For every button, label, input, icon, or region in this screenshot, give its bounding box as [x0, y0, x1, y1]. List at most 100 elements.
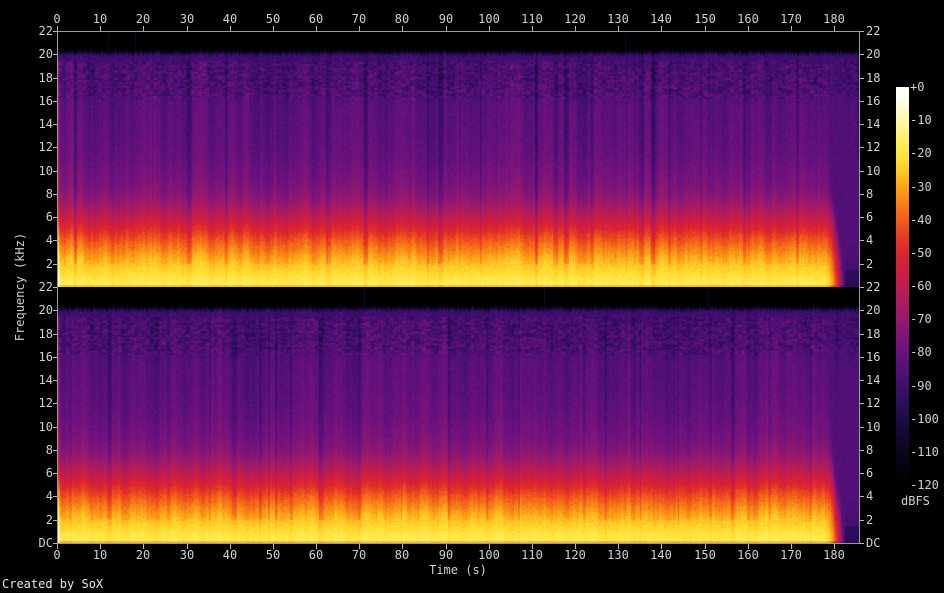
colorbar-tick-label: -20: [910, 146, 932, 160]
left-axis-line: [57, 31, 58, 544]
freq-tick-left: [53, 78, 57, 79]
freq-tick-label-left: 2: [45, 257, 53, 271]
time-tick-bottom: [705, 544, 706, 549]
time-tick-label-bottom: 20: [135, 548, 151, 562]
freq-tick-label-left: 10: [38, 164, 53, 178]
freq-tick-label-right: 6: [866, 210, 874, 224]
freq-tick-right: [860, 427, 864, 428]
created-by-sox-credit: Created by SoX: [2, 577, 104, 591]
freq-tick-right: [860, 334, 864, 335]
freq-tick-right: [860, 217, 864, 218]
freq-tick-right: [860, 194, 864, 195]
time-tick-bottom: [402, 544, 403, 549]
time-tick-bottom: [532, 544, 533, 549]
freq-tick-right: [860, 380, 864, 381]
freq-tick-label-right: 14: [866, 373, 881, 387]
time-tick-bottom: [143, 544, 144, 549]
time-tick-top: [187, 26, 188, 31]
time-tick-label-top: 170: [780, 12, 802, 26]
freq-tick-label-left: 2: [45, 513, 53, 527]
freq-tick-right: [860, 496, 864, 497]
freq-tick-left: [53, 357, 57, 358]
time-tick-top: [834, 26, 835, 31]
freq-tick-left: [53, 450, 57, 451]
time-tick-label-top: 100: [478, 12, 500, 26]
time-tick-label-bottom: 0: [53, 548, 61, 562]
time-tick-top: [532, 26, 533, 31]
right-axis-line: [859, 31, 860, 544]
time-tick-bottom: [230, 544, 231, 549]
time-axis-title: Time (s): [429, 563, 487, 577]
freq-tick-label-left: 10: [38, 420, 53, 434]
freq-tick-label-right: 20: [866, 303, 881, 317]
freq-tick-label-right: 20: [866, 47, 881, 61]
freq-tick-left: [53, 194, 57, 195]
freq-tick-right: [860, 450, 864, 451]
colorbar: [896, 87, 909, 485]
time-tick-top: [618, 26, 619, 31]
time-tick-label-bottom: 160: [737, 548, 759, 562]
time-tick-bottom: [489, 544, 490, 549]
colorbar-tick-label: -110: [910, 445, 939, 459]
time-tick-label-top: 80: [394, 12, 410, 26]
colorbar-unit-label: dBFS: [901, 494, 930, 508]
freq-tick-left: [53, 520, 57, 521]
spectrogram-channel-2: [58, 287, 859, 543]
freq-tick-right: [860, 171, 864, 172]
freq-tick-label-left: 14: [38, 117, 53, 131]
time-tick-bottom: [57, 544, 58, 549]
freq-tick-label-left: DC: [38, 536, 53, 550]
freq-tick-right: [860, 543, 864, 544]
freq-tick-label-right: 16: [866, 94, 881, 108]
freq-tick-left: [53, 427, 57, 428]
freq-tick-left: [53, 124, 57, 125]
time-tick-bottom: [100, 544, 101, 549]
colorbar-tick-label: -120: [910, 478, 939, 492]
freq-tick-label-left: 8: [45, 187, 53, 201]
time-tick-top: [230, 26, 231, 31]
time-tick-top: [100, 26, 101, 31]
colorbar-tick-label: -60: [910, 279, 932, 293]
freq-tick-label-left: 12: [38, 396, 53, 410]
freq-tick-label-right: 6: [866, 466, 874, 480]
colorbar-tick-label: +0: [910, 80, 925, 94]
freq-tick-right: [860, 310, 864, 311]
freq-tick-label-right: 2: [866, 513, 874, 527]
freq-tick-left: [53, 543, 57, 544]
freq-tick-right: [860, 240, 864, 241]
freq-tick-label-right: 8: [866, 187, 874, 201]
time-tick-label-bottom: 120: [564, 548, 586, 562]
time-tick-label-top: 90: [438, 12, 454, 26]
time-tick-top: [489, 26, 490, 31]
freq-tick-label-right: 12: [866, 140, 881, 154]
freq-tick-left: [53, 217, 57, 218]
time-tick-bottom: [834, 544, 835, 549]
freq-tick-label-right: 18: [866, 327, 881, 341]
colorbar-tick-label: -100: [910, 412, 939, 426]
freq-tick-right: [860, 403, 864, 404]
freq-tick-right: [860, 520, 864, 521]
freq-tick-label-right: 12: [866, 396, 881, 410]
colorbar-tick-label: -80: [910, 345, 932, 359]
time-tick-label-top: 0: [53, 12, 61, 26]
freq-tick-label-left: 18: [38, 327, 53, 341]
time-tick-label-bottom: 150: [694, 548, 716, 562]
freq-tick-label-right: 2: [866, 257, 874, 271]
freq-tick-label-left: 20: [38, 47, 53, 61]
time-tick-label-bottom: 50: [265, 548, 281, 562]
time-tick-top: [143, 26, 144, 31]
time-tick-label-top: 120: [564, 12, 586, 26]
freq-tick-left: [53, 264, 57, 265]
freq-tick-label-left: 18: [38, 71, 53, 85]
time-tick-label-bottom: 140: [650, 548, 672, 562]
time-tick-label-bottom: 40: [222, 548, 238, 562]
freq-tick-label-left: 4: [45, 233, 53, 247]
freq-tick-label-right: 4: [866, 489, 874, 503]
freq-tick-right: [860, 101, 864, 102]
freq-tick-label-right: 14: [866, 117, 881, 131]
time-tick-label-bottom: 110: [521, 548, 543, 562]
freq-tick-label-right: 22: [866, 280, 881, 294]
time-tick-label-bottom: 80: [394, 548, 410, 562]
freq-tick-left: [53, 31, 57, 32]
